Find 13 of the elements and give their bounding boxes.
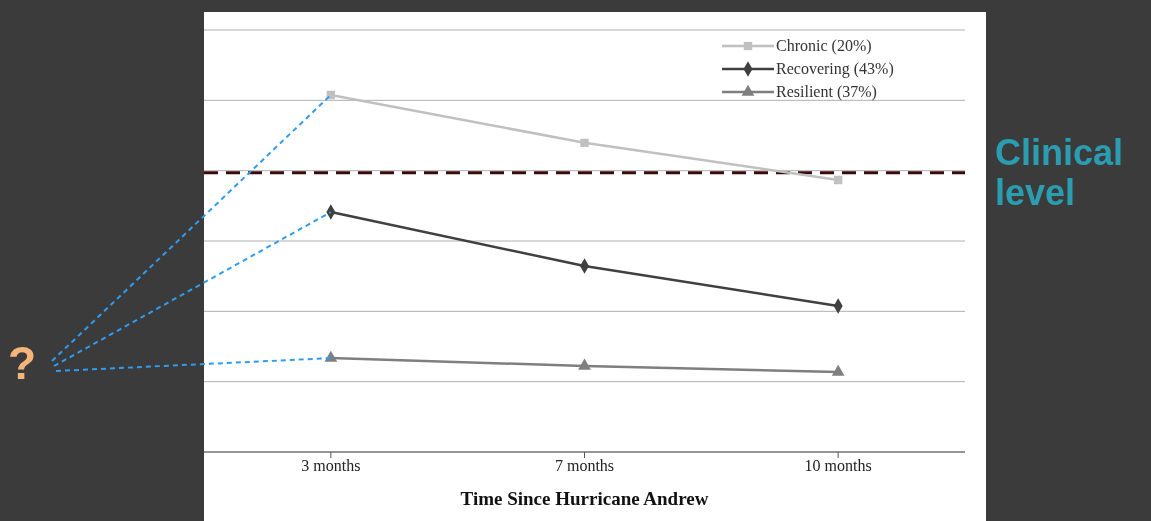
point [831,364,845,376]
point [580,138,589,147]
point [578,358,591,370]
x-tick-label: 3 months [301,457,361,475]
x-tick-label: 7 months [554,457,615,475]
point [833,175,843,185]
x-axis-title: Time Since Hurricane Andrew [459,488,710,510]
ref-line-label: Clinical level [995,131,1125,213]
legend-label: Recovering (43%) [776,59,894,80]
text: ? [8,336,37,391]
x-tick-label: 10 months [804,457,872,475]
legend-label: Resilient (37%) [776,82,877,103]
legend-label: Chronic (20%) [776,36,872,56]
